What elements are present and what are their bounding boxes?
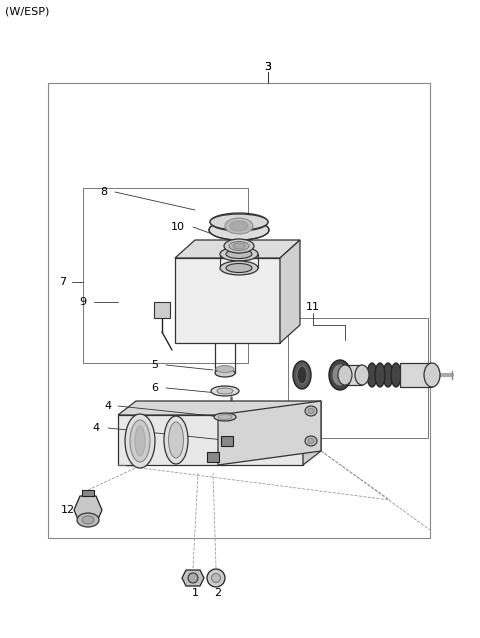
Polygon shape [74,496,102,524]
Ellipse shape [424,363,440,387]
Ellipse shape [210,213,268,231]
Ellipse shape [216,366,234,373]
Polygon shape [182,570,204,586]
Ellipse shape [215,369,235,377]
Ellipse shape [224,239,254,253]
Text: 11: 11 [306,302,320,312]
Ellipse shape [125,414,155,468]
Ellipse shape [211,386,239,396]
Text: 7: 7 [60,277,67,287]
Ellipse shape [82,516,94,524]
Ellipse shape [383,363,393,387]
Ellipse shape [229,242,249,251]
Ellipse shape [297,366,307,384]
Polygon shape [345,365,362,385]
Ellipse shape [226,263,252,272]
Polygon shape [175,240,300,258]
Ellipse shape [130,420,150,462]
Text: 6: 6 [152,383,158,393]
Polygon shape [218,401,321,465]
Polygon shape [154,302,170,318]
Text: 8: 8 [100,187,108,197]
Polygon shape [400,363,432,387]
Bar [207,452,219,462]
Ellipse shape [212,574,220,582]
Polygon shape [118,401,321,415]
Ellipse shape [214,413,236,421]
Text: 9: 9 [79,297,86,307]
Ellipse shape [367,363,377,387]
Bar [221,436,233,446]
Ellipse shape [391,363,401,387]
Text: 4: 4 [93,423,99,433]
Text: (W/ESP): (W/ESP) [5,7,49,17]
Ellipse shape [164,416,188,464]
Ellipse shape [210,214,268,230]
Text: 4: 4 [105,401,111,411]
Ellipse shape [207,569,225,587]
Ellipse shape [218,415,232,420]
Polygon shape [118,415,303,465]
Polygon shape [280,240,300,343]
Ellipse shape [308,438,314,443]
Text: 1: 1 [192,588,199,598]
Ellipse shape [333,365,347,385]
Ellipse shape [375,363,385,387]
Ellipse shape [338,365,352,385]
Ellipse shape [188,573,198,583]
Text: 2: 2 [215,588,222,598]
Polygon shape [175,258,280,343]
Ellipse shape [308,408,314,413]
Polygon shape [82,490,94,496]
Text: 10: 10 [171,222,185,232]
Ellipse shape [305,436,317,446]
Ellipse shape [233,243,245,249]
Ellipse shape [305,406,317,416]
Ellipse shape [225,218,253,234]
Ellipse shape [135,426,145,456]
Ellipse shape [168,422,183,458]
Text: 12: 12 [61,505,75,515]
Bar [83,188,248,363]
Ellipse shape [230,221,248,231]
Ellipse shape [293,361,311,389]
Bar [48,83,430,538]
Ellipse shape [329,360,351,390]
Ellipse shape [355,365,369,385]
Polygon shape [303,401,321,465]
Ellipse shape [220,247,258,261]
Ellipse shape [77,513,99,527]
Ellipse shape [217,388,233,394]
Bar [288,318,428,438]
Ellipse shape [209,220,269,240]
Ellipse shape [226,249,252,258]
Text: 3: 3 [264,62,272,72]
Text: 3: 3 [264,62,272,72]
Ellipse shape [220,261,258,275]
Text: 5: 5 [152,360,158,370]
